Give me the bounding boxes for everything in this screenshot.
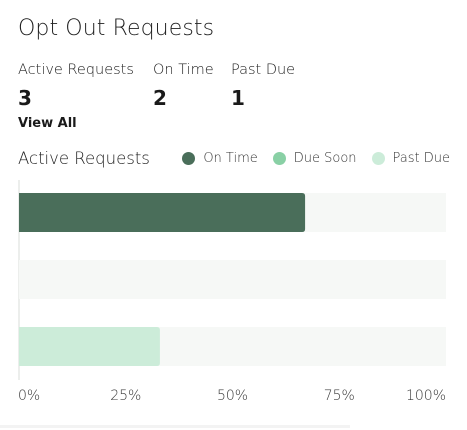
chart-legend: On Time Due Soon Past Due xyxy=(182,151,450,166)
legend-dot-icon xyxy=(182,152,196,165)
x-tick-label: 75% xyxy=(324,388,355,404)
stat-on-time: On Time 2 xyxy=(153,62,214,110)
legend-dot-icon xyxy=(272,152,286,165)
x-tick-label: 0% xyxy=(18,388,40,404)
view-all-link[interactable]: View All xyxy=(18,116,77,131)
x-tick-label: 50% xyxy=(217,388,248,404)
legend-label: Due Soon xyxy=(293,151,357,166)
legend-item-due-soon[interactable]: Due Soon xyxy=(272,151,357,166)
stat-label: Past Due xyxy=(231,62,296,78)
x-tick-label: 25% xyxy=(110,388,141,404)
stat-value: 3 xyxy=(18,86,32,110)
x-tick-label: 100% xyxy=(406,388,446,404)
legend-label: Past Due xyxy=(392,151,450,166)
stat-active-requests: Active Requests 3 xyxy=(18,62,134,110)
legend-item-past-due[interactable]: Past Due xyxy=(371,151,450,166)
divider xyxy=(0,425,350,428)
legend-label: On Time xyxy=(203,151,258,166)
stat-label: Active Requests xyxy=(18,62,134,78)
chart-title: Active Requests xyxy=(18,149,150,168)
stat-past-due: Past Due 1 xyxy=(231,62,295,110)
stat-label: On Time xyxy=(153,62,214,78)
stat-value: 2 xyxy=(153,86,167,110)
bar-track xyxy=(19,260,446,299)
bar-on-time[interactable] xyxy=(19,193,306,232)
bar-past-due[interactable] xyxy=(19,327,160,366)
stat-value: 1 xyxy=(231,86,245,110)
legend-dot-icon xyxy=(371,152,385,165)
legend-item-on-time[interactable]: On Time xyxy=(182,151,258,166)
card-title: Opt Out Requests xyxy=(18,16,215,41)
